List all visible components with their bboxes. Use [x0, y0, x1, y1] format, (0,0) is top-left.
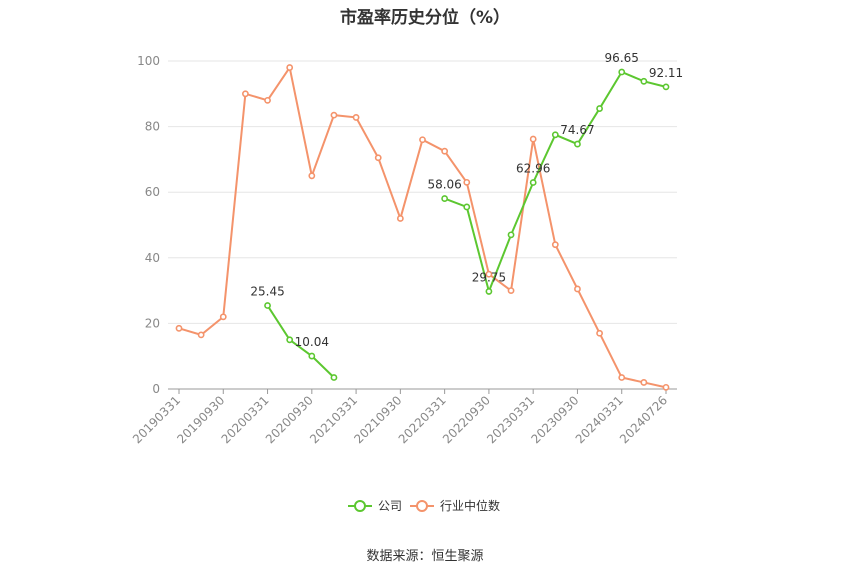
data-point-company: [640, 77, 648, 85]
data-point-industry: [574, 285, 581, 293]
data-point-industry: [485, 270, 493, 278]
legend-label[interactable]: 公司: [378, 499, 402, 513]
data-point-company: [618, 68, 626, 76]
y-tick-label: 100: [137, 54, 160, 68]
data-point-company: [463, 203, 471, 211]
data-point-industry: [463, 178, 471, 186]
data-point-company: [574, 140, 581, 148]
legend-label[interactable]: 行业中位数: [440, 498, 500, 513]
data-point-industry: [242, 90, 249, 98]
y-tick-label: 20: [145, 316, 160, 330]
x-tick-label: 20240726: [617, 393, 670, 446]
data-label: 25.45: [250, 285, 284, 299]
data-label: 92.11: [649, 66, 683, 80]
data-point-industry: [507, 287, 515, 294]
data-point-company: [529, 179, 537, 186]
data-point-industry: [529, 135, 537, 143]
data-label: 10.04: [295, 335, 329, 349]
data-label: 58.06: [427, 178, 461, 192]
data-point-company: [330, 374, 338, 381]
data-point-industry: [197, 331, 205, 339]
data-point-industry: [330, 111, 338, 119]
data-point-industry: [308, 172, 316, 180]
y-tick-label: 80: [145, 120, 160, 134]
data-point-company: [662, 83, 670, 91]
data-point-company: [441, 195, 449, 202]
data-point-industry: [419, 136, 426, 144]
data-point-industry: [175, 324, 183, 332]
data-point-company: [507, 231, 515, 239]
series-line-company: [444, 70, 667, 295]
legend-marker: [416, 500, 428, 512]
data-point-company: [308, 352, 316, 360]
data-point-industry: [352, 114, 360, 121]
data-point-company: [485, 288, 493, 295]
data-point-industry: [264, 96, 271, 104]
data-point-company: [286, 336, 294, 344]
data-point-industry: [219, 313, 227, 321]
data-point-company: [551, 131, 559, 139]
series-line-industry: [178, 65, 667, 389]
data-point-industry: [396, 215, 404, 222]
y-tick-label: 40: [145, 251, 160, 265]
y-tick-label: 60: [145, 185, 160, 199]
data-label: 74.67: [560, 123, 594, 137]
y-tick-label: 0: [152, 382, 160, 396]
legend-marker: [354, 500, 366, 512]
data-point-company: [264, 302, 271, 309]
series-line-company: [266, 304, 335, 379]
data-point-industry: [640, 379, 648, 386]
data-label: 29.75: [472, 270, 506, 284]
data-point-industry: [551, 241, 559, 249]
data-point-industry: [596, 329, 603, 337]
chart-source: 数据来源：恒生聚源: [366, 549, 484, 564]
chart-title: 市盈率历史分位（%）: [339, 8, 511, 28]
data-label: 96.65: [605, 51, 639, 65]
data-point-industry: [662, 383, 670, 391]
data-point-industry: [286, 64, 294, 71]
data-point-industry: [374, 154, 382, 162]
data-point-industry: [618, 374, 626, 381]
data-point-company: [596, 105, 603, 112]
data-point-industry: [441, 147, 449, 155]
data-label: 62.96: [516, 161, 550, 175]
